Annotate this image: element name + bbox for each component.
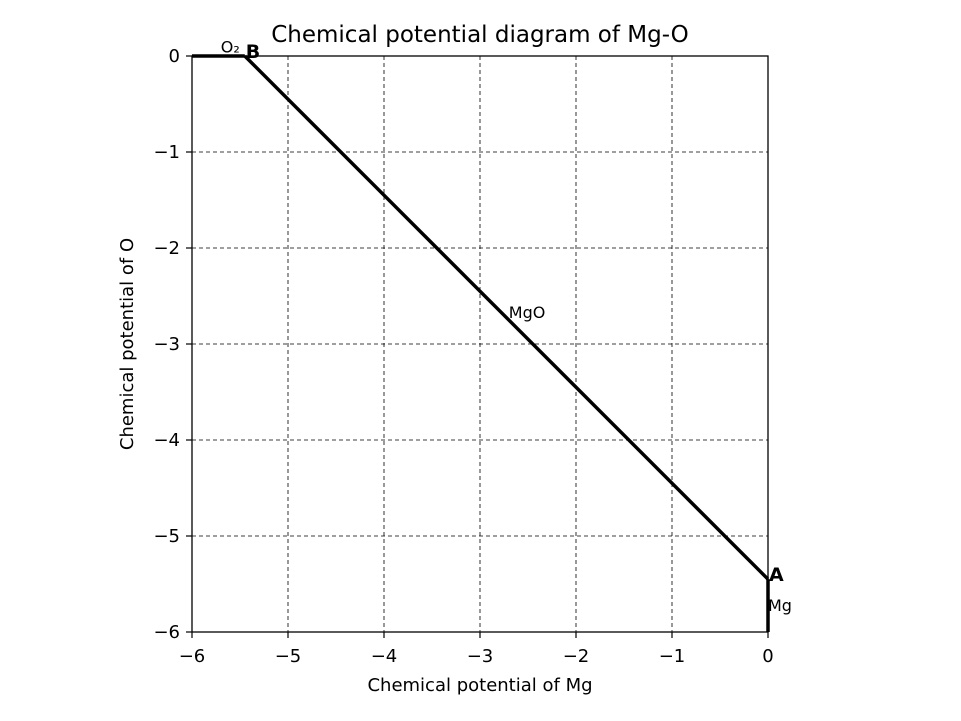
boundary-line — [243, 54, 770, 581]
y-tick-label: −3 — [153, 334, 180, 355]
x-tick-label: −1 — [659, 646, 686, 667]
x-tick-label: −3 — [467, 646, 494, 667]
y-tick-label: −4 — [153, 430, 180, 451]
y-tick-label: −5 — [153, 526, 180, 547]
annotation-o: O₂ — [221, 37, 240, 56]
y-axis-label: Chemical potential of O — [117, 238, 138, 450]
x-tick-label: −6 — [179, 646, 206, 667]
y-tick-label: 0 — [169, 46, 180, 67]
x-tick-label: −2 — [563, 646, 590, 667]
grid-lines — [191, 55, 769, 633]
annotations: A B MgO Mg O₂ — [221, 37, 792, 615]
y-tick-label: −6 — [153, 622, 180, 643]
annotation-mgo: MgO — [509, 303, 546, 322]
y-tick-label: −1 — [153, 142, 180, 163]
x-tick-label: 0 — [762, 646, 773, 667]
y-tick-label: −2 — [153, 238, 180, 259]
x-axis-label: Chemical potential of Mg — [367, 675, 592, 696]
chart-title: Chemical potential diagram of Mg-O — [271, 22, 689, 48]
point-label-a: A — [769, 564, 784, 586]
annotation-mg: Mg — [768, 596, 792, 615]
point-label-b: B — [246, 41, 260, 63]
x-tick-label: −4 — [371, 646, 398, 667]
axis-ticks: −6 −5 −4 −3 −2 −1 0 0 −1 −2 −3 −4 −5 −6 — [153, 46, 773, 667]
x-tick-label: −5 — [275, 646, 302, 667]
